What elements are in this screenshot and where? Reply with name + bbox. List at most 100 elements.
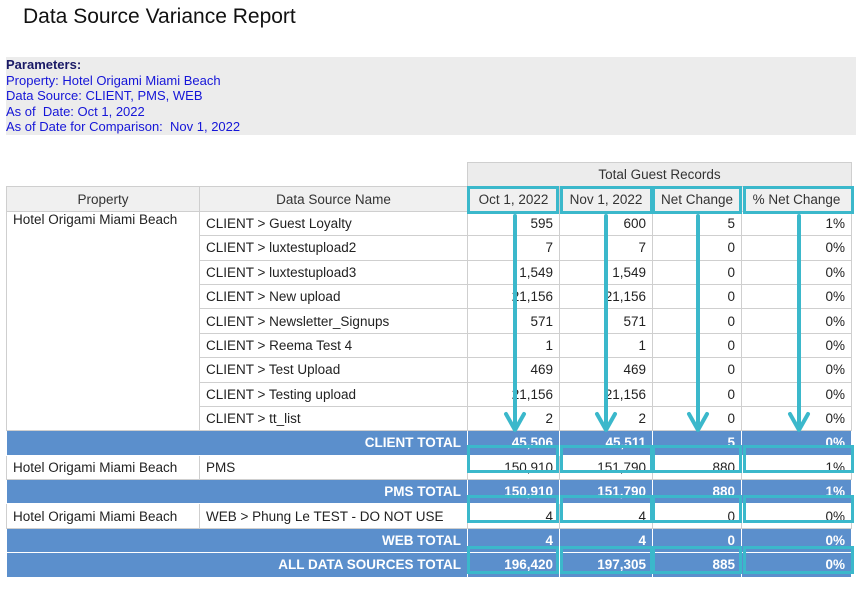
source-cell: CLIENT > luxtestupload2 [199,235,468,261]
client-total-nov: 45,511 [559,430,653,456]
pct-change-cell: 1% [741,454,852,481]
value-cell: 1 [559,332,653,359]
web-total-label: WEB TOTAL [6,527,468,554]
value-cell: 4 [559,503,653,529]
pct-change-cell: 0% [741,283,852,310]
source-cell: CLIENT > Newsletter_Signups [199,308,468,334]
net-change-cell: 0 [652,405,742,432]
pct-change-cell: 0% [741,308,852,334]
col-header-net-change[interactable]: Net Change [652,186,742,212]
param-property: Property: Hotel Origami Miami Beach [6,72,221,88]
param-comparison-date: As of Date for Comparison: Nov 1, 2022 [6,119,241,134]
value-cell: 1,549 [559,259,653,285]
pct-change-cell: 0% [741,259,852,285]
pct-change-cell: 0% [741,357,852,383]
table-row: Hotel Origami Miami Beach PMS 150,910 15… [6,454,852,481]
grand-total-label: ALL DATA SOURCES TOTAL [6,552,468,578]
pms-total-nov: 151,790 [559,479,653,505]
net-change-cell: 880 [652,454,742,481]
col-header-nov[interactable]: Nov 1, 2022 [559,186,653,212]
pct-change-cell: 0% [741,405,852,432]
client-total-row: CLIENT TOTAL 45,506 45,511 5 0% [6,430,852,456]
param-data-source: Data Source: CLIENT, PMS, WEB [6,88,203,103]
net-change-cell: 0 [652,503,742,529]
pct-change-cell: 0% [741,381,852,407]
value-cell: 469 [559,357,653,383]
source-cell: CLIENT > Testing upload [199,381,468,407]
net-change-cell: 0 [652,259,742,285]
grand-total-nov: 197,305 [559,552,653,578]
value-cell: 1 [467,332,560,359]
param-as-of-date: As of Date: Oct 1, 2022 [6,103,145,119]
client-total-oct: 45,506 [467,430,560,456]
pms-total-net: 880 [652,479,742,505]
net-change-cell: 5 [652,210,742,237]
grand-total-net: 885 [652,552,742,578]
col-header-source[interactable]: Data Source Name [199,186,468,212]
property-cell: Hotel Origami Miami Beach [6,454,200,481]
value-cell: 21,156 [467,283,560,310]
grand-total-row: ALL DATA SOURCES TOTAL 196,420 197,305 8… [6,552,852,578]
client-total-label: CLIENT TOTAL [6,430,468,456]
net-change-cell: 0 [652,381,742,407]
parameters-heading: Parameters: [6,57,82,72]
source-cell: CLIENT > Reema Test 4 [199,332,468,359]
value-cell: 2 [467,405,560,432]
table-row: Hotel Origami Miami Beach CLIENT > Guest… [6,210,852,432]
pms-total-row: PMS TOTAL 150,910 151,790 880 1% [6,479,852,505]
net-change-cell: 0 [652,357,742,383]
value-cell: 600 [559,210,653,237]
value-cell: 469 [467,357,560,383]
pms-total-oct: 150,910 [467,479,560,505]
web-total-row: WEB TOTAL 4 4 0 0% [6,527,852,554]
parameters-panel: Parameters: Property: Hotel Origami Miam… [6,57,856,135]
value-cell: 4 [467,503,560,529]
pct-change-cell: 0% [741,503,852,529]
web-total-pct: 0% [741,527,852,554]
grand-total-pct: 0% [741,552,852,578]
value-cell: 150,910 [467,454,560,481]
source-cell: CLIENT > luxtestupload3 [199,259,468,285]
source-cell: CLIENT > Test Upload [199,357,468,383]
value-cell: 21,156 [559,283,653,310]
source-cell: CLIENT > New upload [199,283,468,310]
net-change-cell: 0 [652,235,742,261]
source-cell: PMS [199,454,468,481]
table-row: CLIENT > Test Upload 469 469 0 0% [7,357,852,383]
pct-change-cell: 1% [741,210,852,237]
web-total-nov: 4 [559,527,653,554]
col-header-pct-change[interactable]: % Net Change [741,186,852,212]
grand-total-oct: 196,420 [467,552,560,578]
pms-total-label: PMS TOTAL [6,479,468,505]
header-spacer [6,162,468,187]
value-cell: 7 [559,235,653,261]
group-header: Total Guest Records [467,161,852,188]
client-total-net: 5 [652,430,742,456]
source-cell: CLIENT > tt_list [199,405,468,432]
source-cell: WEB > Phung Le TEST - DO NOT USE [199,503,468,529]
table-row: CLIENT > Reema Test 4 1 1 0 0% [7,332,852,359]
net-change-cell: 0 [652,332,742,359]
pct-change-cell: 0% [741,332,852,359]
web-total-oct: 4 [467,527,560,554]
table-row: CLIENT > New upload 21,156 21,156 0 0% [7,283,852,310]
variance-table: Total Guest Records Property Data Source… [6,161,852,578]
value-cell: 571 [559,308,653,334]
value-cell: 21,156 [559,381,653,407]
col-header-oct[interactable]: Oct 1, 2022 [467,186,560,212]
source-cell: CLIENT > Guest Loyalty [199,210,468,237]
page-title: Data Source Variance Report [23,5,296,28]
value-cell: 595 [467,210,560,237]
value-cell: 7 [467,235,560,261]
property-cell: Hotel Origami Miami Beach [6,210,200,432]
pct-change-cell: 0% [741,235,852,261]
value-cell: 2 [559,405,653,432]
pms-total-pct: 1% [741,479,852,505]
value-cell: 1,549 [467,259,560,285]
col-header-property[interactable]: Property [6,186,200,212]
table-row: Hotel Origami Miami Beach WEB > Phung Le… [6,503,852,529]
web-total-net: 0 [652,527,742,554]
value-cell: 151,790 [559,454,653,481]
property-cell: Hotel Origami Miami Beach [6,503,200,529]
net-change-cell: 0 [652,283,742,310]
